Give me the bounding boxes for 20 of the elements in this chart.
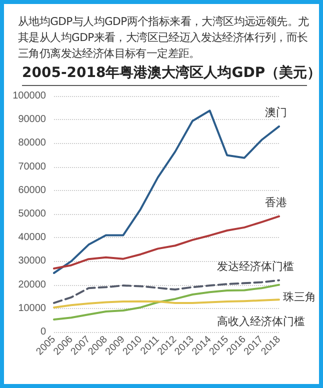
y-tick-label: 60000 [18, 184, 46, 196]
line-series [53, 279, 280, 304]
series-label: 高收入经济体门槛 [217, 315, 305, 328]
series-label: 澳门 [265, 106, 287, 119]
y-tick-label: 0 [40, 326, 46, 338]
y-tick-label: 100000 [12, 90, 46, 102]
y-tick-label: 80000 [18, 138, 46, 149]
y-tick-label: 20000 [18, 279, 46, 290]
series-label: 发达经济体门槛 [217, 260, 294, 273]
y-tick-label: 10000 [18, 302, 46, 314]
series-label: 香港 [265, 196, 287, 209]
chart-subtitle: 从地均GDP与人均GDP两个指标来看，大湾区均远远领先。尤其是从人均GDP来看，大湾区已经迈入发达经济体行列，而长三角仍离发达经济体目标有一定差距。 [17, 14, 310, 62]
series-label: 珠三角 [283, 290, 316, 304]
line-series [53, 298, 280, 308]
y-tick-label: 70000 [18, 161, 46, 172]
y-tick-label: 40000 [18, 232, 46, 244]
y-tick-label: 30000 [18, 256, 46, 267]
y-tick-label: 90000 [18, 114, 46, 126]
chart-title: 2005-2018年粤港澳大湾区人均GDP（美元） [22, 64, 322, 83]
y-tick-label: 50000 [18, 208, 46, 220]
